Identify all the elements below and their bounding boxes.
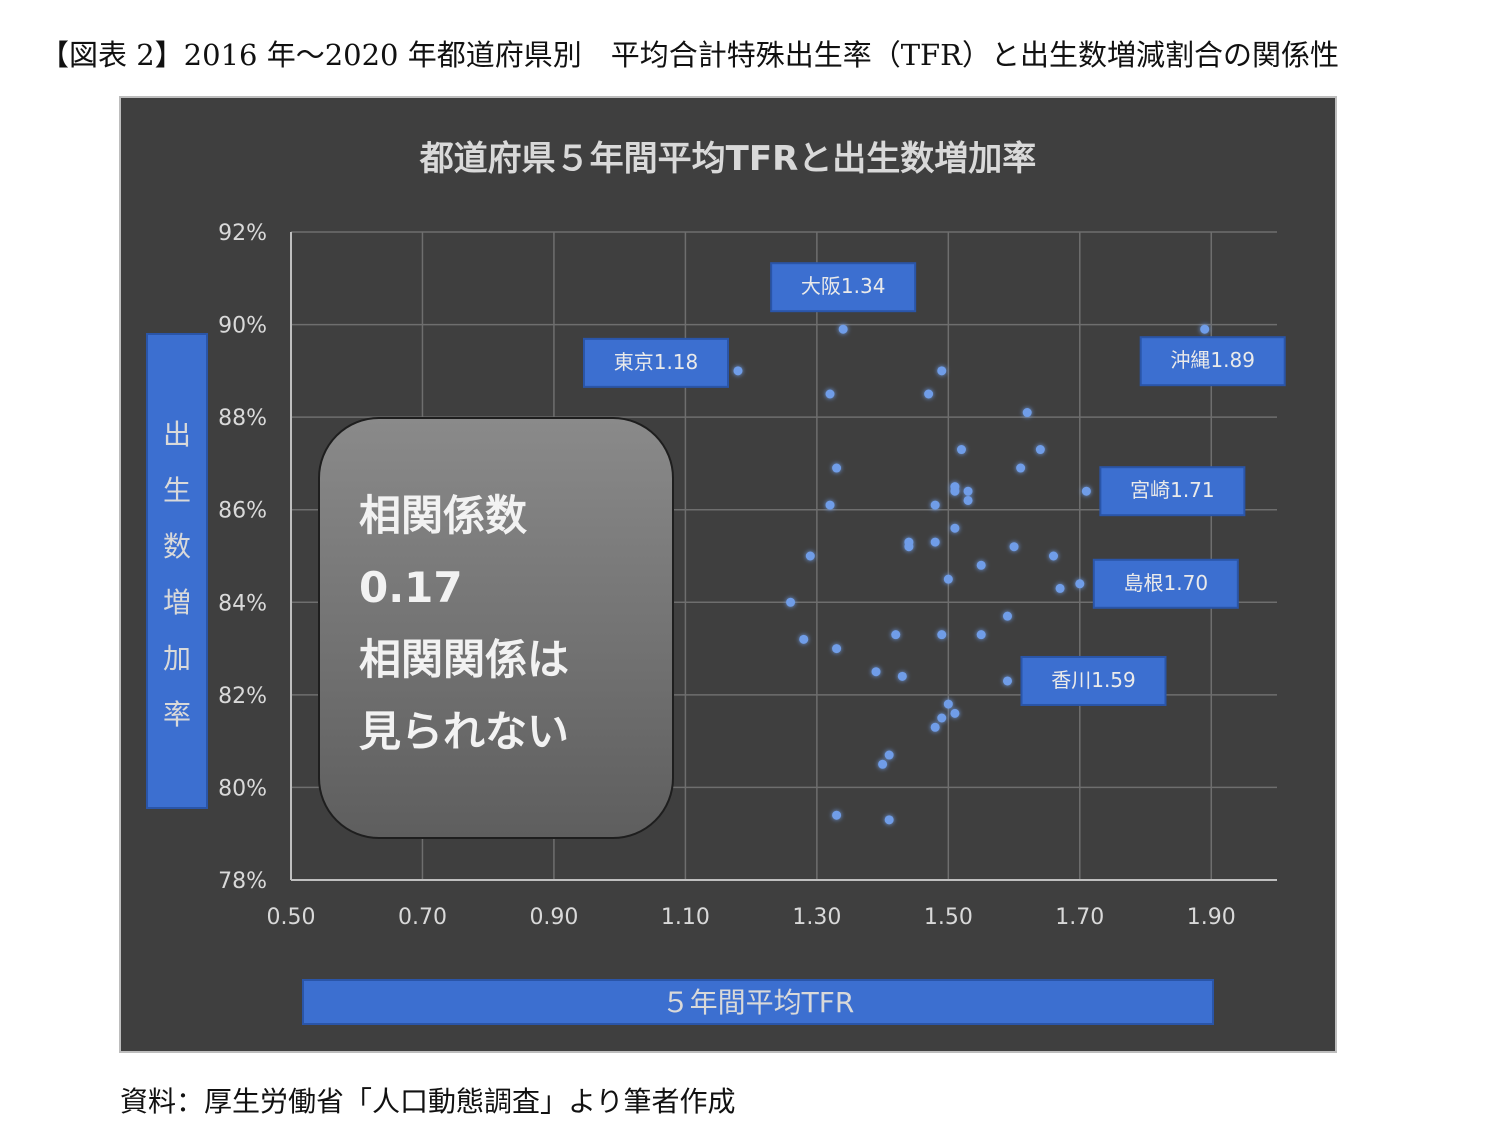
data-point <box>930 500 940 510</box>
data-point <box>1049 551 1059 561</box>
annotation-label-box <box>1139 336 1286 387</box>
data-point <box>786 597 796 607</box>
data-point <box>1035 445 1045 455</box>
data-point <box>832 810 842 820</box>
data-point <box>1081 486 1091 496</box>
y-axis-label: 出生数増加率 <box>163 418 191 731</box>
annotation-label-box <box>582 337 729 388</box>
y-tick-label: 80% <box>218 776 267 801</box>
data-point <box>937 630 947 640</box>
annotation-label-box <box>1099 466 1246 517</box>
correlation-callout-box <box>318 417 674 839</box>
annotation-label-box <box>770 262 917 313</box>
data-point <box>943 574 953 584</box>
x-tick-label: 0.50 <box>267 905 316 930</box>
data-point <box>733 366 743 376</box>
y-tick-label: 84% <box>218 591 267 616</box>
data-point <box>930 722 940 732</box>
data-point <box>878 759 888 769</box>
x-tick-label: 0.70 <box>398 905 447 930</box>
data-point <box>1002 611 1012 621</box>
x-tick-label: 1.30 <box>792 905 841 930</box>
y-tick-label: 86% <box>218 499 267 524</box>
y-tick-label: 92% <box>218 221 267 246</box>
annotation-label: 大阪1.34 <box>801 274 886 298</box>
x-tick-label: 1.50 <box>924 905 973 930</box>
annotation-label: 宮崎1.71 <box>1130 478 1215 502</box>
data-point <box>1200 324 1210 334</box>
x-axis-label: ５年間平均TFR <box>662 986 855 1019</box>
correlation-callout-line: 見られない <box>359 707 569 756</box>
chart-area: 都道府県５年間平均TFRと出生数増加率 78% 80% 82% 84% 86% 88% 90%… <box>119 96 1337 1053</box>
x-axis-label-box <box>302 979 1214 1025</box>
annotation-label: 島根1.70 <box>1124 571 1209 595</box>
data-point <box>825 500 835 510</box>
data-point <box>956 445 966 455</box>
figure-title: 【図表 2】2016 年～2020 年都道府県別 平均合計特殊出生率（TFR）と… <box>40 38 1340 72</box>
data-point <box>838 324 848 334</box>
data-point <box>976 630 986 640</box>
source-note: 資料：厚生労働省「人口動態調査」より筆者作成 <box>120 1085 736 1118</box>
data-point <box>897 671 907 681</box>
data-point <box>891 630 901 640</box>
data-point <box>832 644 842 654</box>
data-point <box>1009 542 1019 552</box>
data-point <box>976 560 986 570</box>
y-tick-label: 90% <box>218 314 267 339</box>
correlation-callout-line: 相関関係は <box>359 635 569 684</box>
x-tick-label: 0.90 <box>529 905 578 930</box>
data-point <box>943 699 953 709</box>
correlation-callout-line: 0.17 <box>359 563 463 612</box>
data-point <box>937 713 947 723</box>
data-point <box>1002 676 1012 686</box>
data-point <box>1022 408 1032 418</box>
data-point <box>1016 463 1026 473</box>
y-tick-label: 78% <box>218 869 267 894</box>
annotation-label: 香川1.59 <box>1051 668 1136 692</box>
data-point <box>937 366 947 376</box>
annotation-label-box <box>1020 655 1167 706</box>
data-point <box>904 542 914 552</box>
data-point <box>799 634 809 644</box>
y-axis-label-box <box>146 333 208 809</box>
annotation-label-box <box>1092 558 1239 609</box>
correlation-callout-line: 相関係数 <box>359 491 527 540</box>
data-point <box>825 389 835 399</box>
data-point <box>1075 579 1085 589</box>
data-point <box>871 667 881 677</box>
data-point <box>1055 583 1065 593</box>
x-tick-label: 1.90 <box>1187 905 1236 930</box>
data-point <box>884 815 894 825</box>
data-point <box>950 523 960 533</box>
data-point <box>963 486 973 496</box>
data-point <box>950 486 960 496</box>
y-tick-label: 88% <box>218 406 267 431</box>
annotation-label: 東京1.18 <box>614 350 699 374</box>
y-tick-label: 82% <box>218 684 267 709</box>
x-tick-label: 1.70 <box>1055 905 1104 930</box>
data-point <box>930 537 940 547</box>
data-point <box>832 463 842 473</box>
data-point <box>805 551 815 561</box>
data-point <box>950 708 960 718</box>
x-tick-label: 1.10 <box>661 905 710 930</box>
data-point <box>884 750 894 760</box>
annotation-label: 沖縄1.89 <box>1170 348 1255 372</box>
data-point <box>963 495 973 505</box>
scatter-chart: 都道府県５年間平均TFRと出生数増加率 78% 80% 82% 84% 86% 88% 90%… <box>146 139 1286 1025</box>
data-point <box>924 389 934 399</box>
chart-title: 都道府県５年間平均TFRと出生数増加率 <box>419 139 1037 179</box>
